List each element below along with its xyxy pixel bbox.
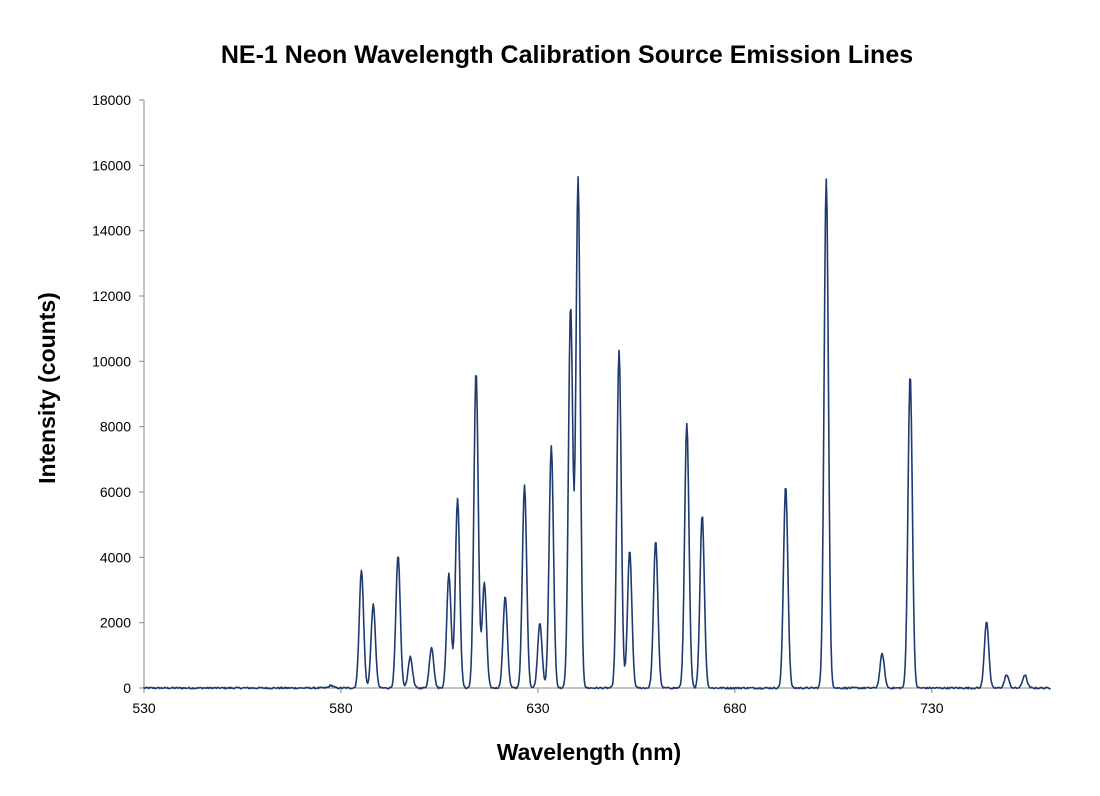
y-tick-group: 0 2000 4000 6000 8000 10000 12000 14000 16000 180… (92, 92, 144, 696)
y-tick-label: 10000 (92, 353, 131, 369)
y-tick-label: 18000 (92, 92, 131, 108)
x-tick-group: 530 580 630 680 730 (132, 688, 944, 716)
y-axis-title: Intensity (counts) (34, 292, 60, 484)
y-tick-label: 8000 (100, 419, 131, 435)
x-tick-label: 530 (132, 700, 156, 716)
x-tick-label: 630 (526, 700, 550, 716)
x-axis-title: Wavelength (nm) (497, 739, 681, 765)
emission-spectrum-line (143, 176, 1051, 690)
y-tick-label: 12000 (92, 288, 131, 304)
y-tick-label: 14000 (92, 223, 131, 239)
y-tick-label: 0 (123, 680, 131, 696)
x-tick-label: 730 (920, 700, 944, 716)
series-group (143, 176, 1051, 690)
y-tick-label: 4000 (100, 549, 131, 565)
x-tick-label: 580 (329, 700, 353, 716)
y-tick-label: 6000 (100, 484, 131, 500)
y-tick-label: 16000 (92, 157, 131, 173)
chart-title: NE-1 Neon Wavelength Calibration Source … (221, 41, 913, 69)
y-tick-label: 2000 (100, 615, 131, 631)
x-tick-label: 680 (723, 700, 747, 716)
